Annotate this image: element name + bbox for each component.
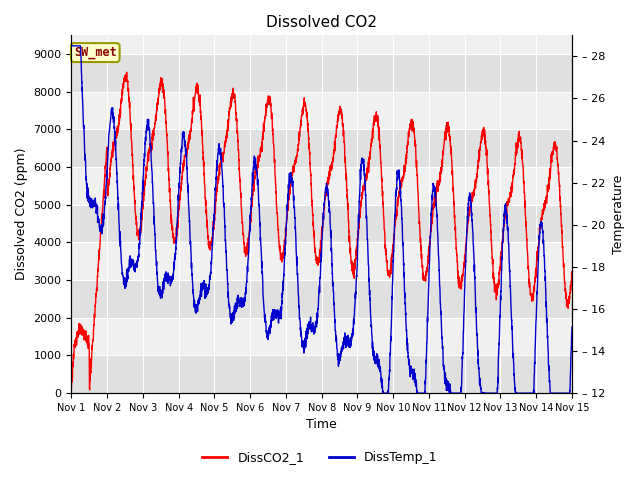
Bar: [72, 205, 572, 242]
Bar: [72, 280, 572, 318]
Bar: [72, 242, 572, 280]
Legend: DissCO2_1, DissTemp_1: DissCO2_1, DissTemp_1: [197, 446, 443, 469]
X-axis label: Time: Time: [307, 419, 337, 432]
Text: SW_met: SW_met: [74, 46, 116, 59]
Bar: [72, 318, 572, 356]
Bar: [72, 130, 572, 167]
Bar: [72, 167, 572, 205]
Title: Dissolved CO2: Dissolved CO2: [266, 15, 377, 30]
Bar: [72, 92, 572, 130]
Y-axis label: Dissolved CO2 (ppm): Dissolved CO2 (ppm): [15, 148, 28, 280]
Y-axis label: Temperature: Temperature: [612, 175, 625, 254]
Bar: [72, 54, 572, 92]
Bar: [72, 356, 572, 393]
